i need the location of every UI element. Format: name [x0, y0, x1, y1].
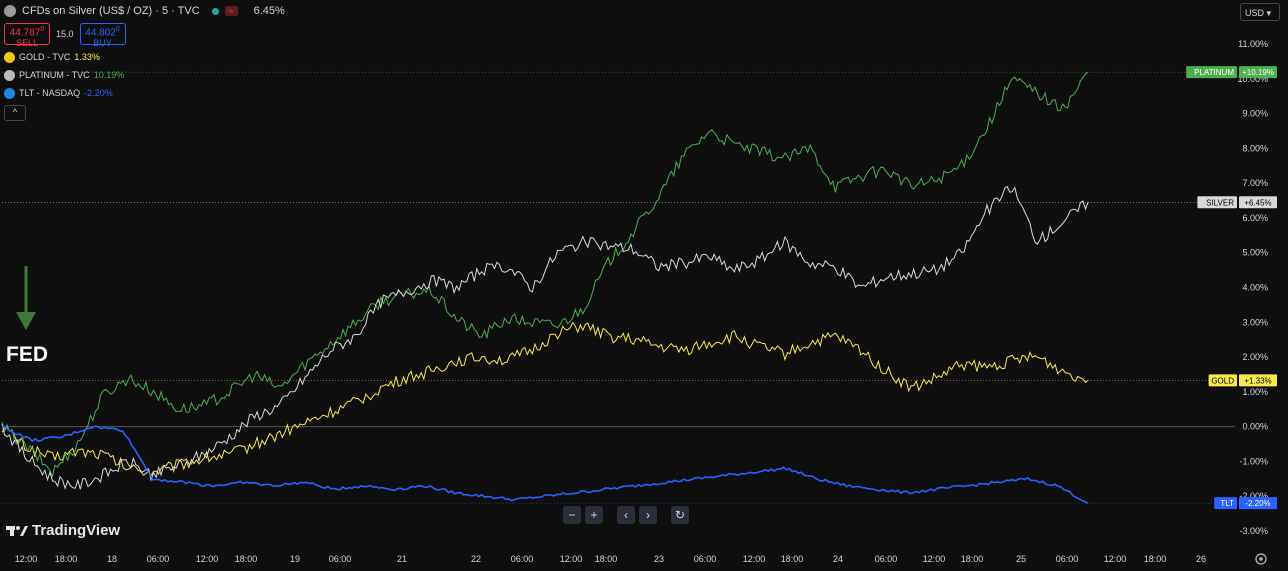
y-tick-label: 8.00% [1242, 143, 1268, 153]
buy-button[interactable]: 44.8020 BUY [79, 23, 126, 48]
x-tick-label: 18:00 [1144, 554, 1167, 564]
y-tick-label: 9.00% [1242, 109, 1268, 119]
legend-item-tlt[interactable]: TLT - NASDAQ -2.20% [4, 84, 285, 102]
market-status-badge: ≈ [224, 6, 238, 16]
reference-lines [2, 71, 1235, 504]
trade-buttons: 44.7870 SELL 15.0 44.8020 BUY [4, 23, 285, 48]
x-tick-label: 25 [1016, 554, 1026, 564]
y-tick-label: -2.00% [1239, 491, 1268, 501]
series-value-label: +1.33% [1244, 376, 1271, 385]
x-tick-label: 06:00 [1056, 554, 1079, 564]
series-tag-tlt [1214, 497, 1237, 510]
series-tag-label: TLT [1220, 499, 1234, 508]
x-tick-label: 06:00 [694, 554, 717, 564]
y-tick-label: 10.00% [1237, 74, 1268, 84]
series-value-label: -2.20% [1245, 499, 1270, 508]
spread-value: 15.0 [56, 29, 74, 39]
x-tick-label: 18:00 [961, 554, 984, 564]
series-value-label: +6.45% [1244, 198, 1271, 207]
scroll-right-button[interactable]: › [639, 506, 657, 524]
series-value-tag [1239, 196, 1277, 209]
y-tick-label: 11.00% [1238, 39, 1268, 49]
x-axis: 12:00 18:00 18 06:00 12:00 18:00 19 06:00 21 22 06… [15, 554, 1206, 564]
y-tick-label: -1.00% [1239, 456, 1268, 466]
legend-item-gold[interactable]: GOLD - TVC 1.33% [4, 48, 285, 66]
series-lines [1, 71, 1089, 504]
y-tick-label: 2.00% [1242, 352, 1268, 362]
zoom-in-button[interactable]: + [585, 506, 603, 524]
x-tick-label: 21 [397, 554, 407, 564]
fed-annotation: FED [6, 343, 48, 366]
series-line-gold [1, 321, 1089, 477]
x-tick-label: 12:00 [196, 554, 219, 564]
silver-symbol-icon [4, 5, 16, 17]
series-value-label: +10.19% [1242, 68, 1274, 77]
x-tick-label: 12:00 [1104, 554, 1127, 564]
legend-item-platinum[interactable]: PLATINUM - TVC 10.19% [4, 66, 285, 84]
platinum-symbol-icon [4, 69, 15, 81]
x-tick-label: 18:00 [55, 554, 78, 564]
tlt-symbol-icon [4, 87, 15, 99]
zoom-out-button[interactable]: − [563, 506, 581, 524]
x-tick-label: 26 [1196, 554, 1206, 564]
x-tick-label: 12:00 [743, 554, 766, 564]
x-tick-label: 06:00 [147, 554, 170, 564]
series-tag-gold [1208, 374, 1237, 387]
y-tick-label: 4.00% [1242, 283, 1268, 293]
x-tick-label: 24 [833, 554, 843, 564]
x-tick-label: 19 [290, 554, 300, 564]
x-tick-label: 18:00 [781, 554, 804, 564]
chart-navigation: − + ‹ › ↻ [563, 506, 689, 524]
x-tick-label: 22 [471, 554, 481, 564]
x-tick-label: 12:00 [560, 554, 583, 564]
series-line-platinum [1, 71, 1089, 478]
y-tick-label: 5.00% [1242, 248, 1268, 258]
currency-selector[interactable]: USD ▾ [1240, 3, 1280, 21]
symbol-title: CFDs on Silver (US$ / OZ) · 5 · TVC [22, 5, 200, 17]
sell-button[interactable]: 44.7870 SELL [4, 23, 50, 48]
x-tick-label: 06:00 [329, 554, 352, 564]
fed-arrow [16, 266, 36, 330]
legend-collapse-button[interactable]: ^ [4, 105, 26, 121]
x-tick-label: 18 [107, 554, 117, 564]
y-tick-label: 7.00% [1242, 178, 1268, 188]
y-axis: 11.00% 10.00% 9.00% 8.00% 7.00% 6.00% 5.00% 4.0… [1237, 39, 1268, 536]
reset-chart-button[interactable]: ↻ [671, 506, 689, 524]
x-tick-label: 18:00 [235, 554, 258, 564]
market-open-icon [211, 7, 219, 15]
y-tick-label: 0.00% [1242, 422, 1268, 432]
scroll-left-button[interactable]: ‹ [617, 506, 635, 524]
y-tick-label: 3.00% [1242, 317, 1268, 327]
y-tick-label: 6.00% [1242, 213, 1268, 223]
tradingview-logo: TradingView [6, 522, 120, 539]
y-tick-label: 1.00% [1242, 387, 1268, 397]
series-line-silver [1, 185, 1089, 490]
series-tag-label: SILVER [1206, 198, 1234, 207]
x-tick-label: 06:00 [511, 554, 534, 564]
series-value-tag [1239, 374, 1277, 387]
series-value-tag [1239, 66, 1277, 79]
x-tick-label: 18:00 [595, 554, 618, 564]
x-tick-label: 12:00 [15, 554, 38, 564]
chart-legend: CFDs on Silver (US$ / OZ) · 5 · TVC ≈ 6.… [4, 3, 285, 121]
series-value-tag [1239, 497, 1277, 510]
y-tick-label: -3.00% [1239, 526, 1268, 536]
price-tags: GOLD +1.33% PLATINUM +10.19% SILVER +6.45% TLT… [1186, 66, 1277, 510]
gold-symbol-icon [4, 51, 15, 63]
tradingview-logo-icon [6, 525, 28, 536]
settings-gear-icon[interactable] [1255, 553, 1267, 565]
series-tag-platinum [1186, 66, 1237, 79]
symbol-header[interactable]: CFDs on Silver (US$ / OZ) · 5 · TVC ≈ 6.… [4, 3, 285, 19]
series-tag-label: GOLD [1211, 376, 1234, 385]
series-line-tlt [1, 425, 1089, 504]
x-tick-label: 23 [654, 554, 664, 564]
symbol-change: 6.45% [253, 5, 285, 17]
series-tag-label: PLATINUM [1194, 68, 1234, 77]
x-tick-label: 06:00 [875, 554, 898, 564]
series-tag-silver [1197, 196, 1237, 209]
x-tick-label: 12:00 [923, 554, 946, 564]
